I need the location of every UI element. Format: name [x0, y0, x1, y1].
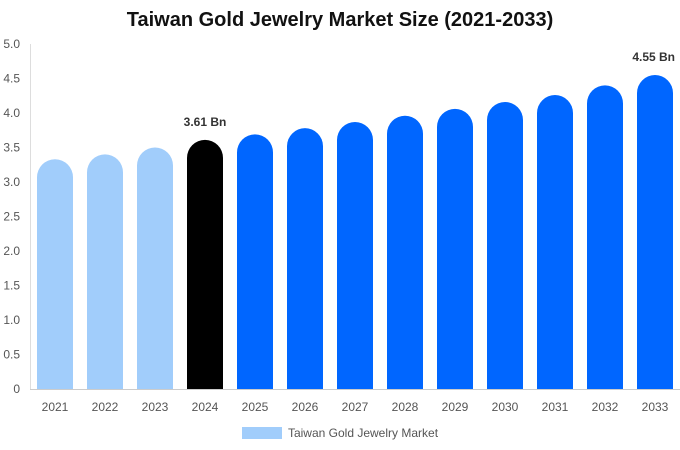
- y-tick-label: 1.5: [3, 279, 20, 293]
- bar-2022: [87, 154, 123, 389]
- data-label: 4.55 Bn: [632, 50, 675, 64]
- y-tick-label: 3.5: [3, 141, 20, 155]
- data-labels-group: 3.61 Bn 4.55 Bn: [184, 50, 675, 129]
- bar-2033: [637, 75, 673, 390]
- bar-2030: [487, 101, 523, 390]
- x-tick-label: 2022: [92, 400, 119, 414]
- bar-2025: [237, 134, 273, 389]
- bar-2028: [387, 115, 423, 389]
- x-tick-label: 2024: [192, 400, 219, 414]
- bar-2027: [337, 121, 373, 389]
- bar-2029: [437, 108, 473, 390]
- x-tick-label: 2033: [642, 400, 669, 414]
- x-tick-label: 2026: [292, 400, 319, 414]
- x-tick-label: 2028: [392, 400, 419, 414]
- y-axis-ticks: 0 0.5 1.0 1.5 2.0 2.5 3.0 3.5 4.0 4.5 5.0: [3, 37, 20, 396]
- x-tick-label: 2027: [342, 400, 369, 414]
- bar-2031: [537, 95, 573, 390]
- x-tick-label: 2030: [492, 400, 519, 414]
- x-tick-label: 2031: [542, 400, 569, 414]
- legend-swatch: [241, 427, 282, 439]
- bar-2032: [587, 85, 623, 390]
- y-tick-label: 4.5: [3, 72, 20, 86]
- x-tick-label: 2032: [592, 400, 619, 414]
- y-tick-label: 2.5: [3, 210, 20, 224]
- bar-2024: [187, 139, 223, 389]
- bars-group: [37, 75, 673, 390]
- bar-2021: [37, 159, 73, 389]
- y-tick-label: 0.5: [3, 348, 20, 362]
- y-tick-label: 1.0: [3, 313, 20, 327]
- y-tick-label: 3.0: [3, 175, 20, 189]
- x-tick-label: 2029: [442, 400, 469, 414]
- bar-2026: [287, 128, 323, 389]
- legend: Taiwan Gold Jewelry Market: [0, 426, 680, 440]
- y-tick-label: 5.0: [3, 37, 20, 51]
- bar-2023: [137, 147, 173, 389]
- legend-label: Taiwan Gold Jewelry Market: [287, 426, 439, 440]
- y-tick-label: 0: [13, 382, 20, 396]
- y-tick-label: 4.0: [3, 106, 20, 120]
- x-tick-label: 2025: [242, 400, 269, 414]
- x-tick-label: 2023: [142, 400, 169, 414]
- y-tick-label: 2.0: [3, 244, 20, 258]
- x-axis-ticks: 2021 2022 2023 2024 2025 2026 2027 2028 2029 2030…: [42, 400, 669, 414]
- x-tick-label: 2021: [42, 400, 69, 414]
- chart-title: Taiwan Gold Jewelry Market Size (2021-20…: [126, 9, 554, 31]
- data-label: 3.61 Bn: [184, 115, 227, 129]
